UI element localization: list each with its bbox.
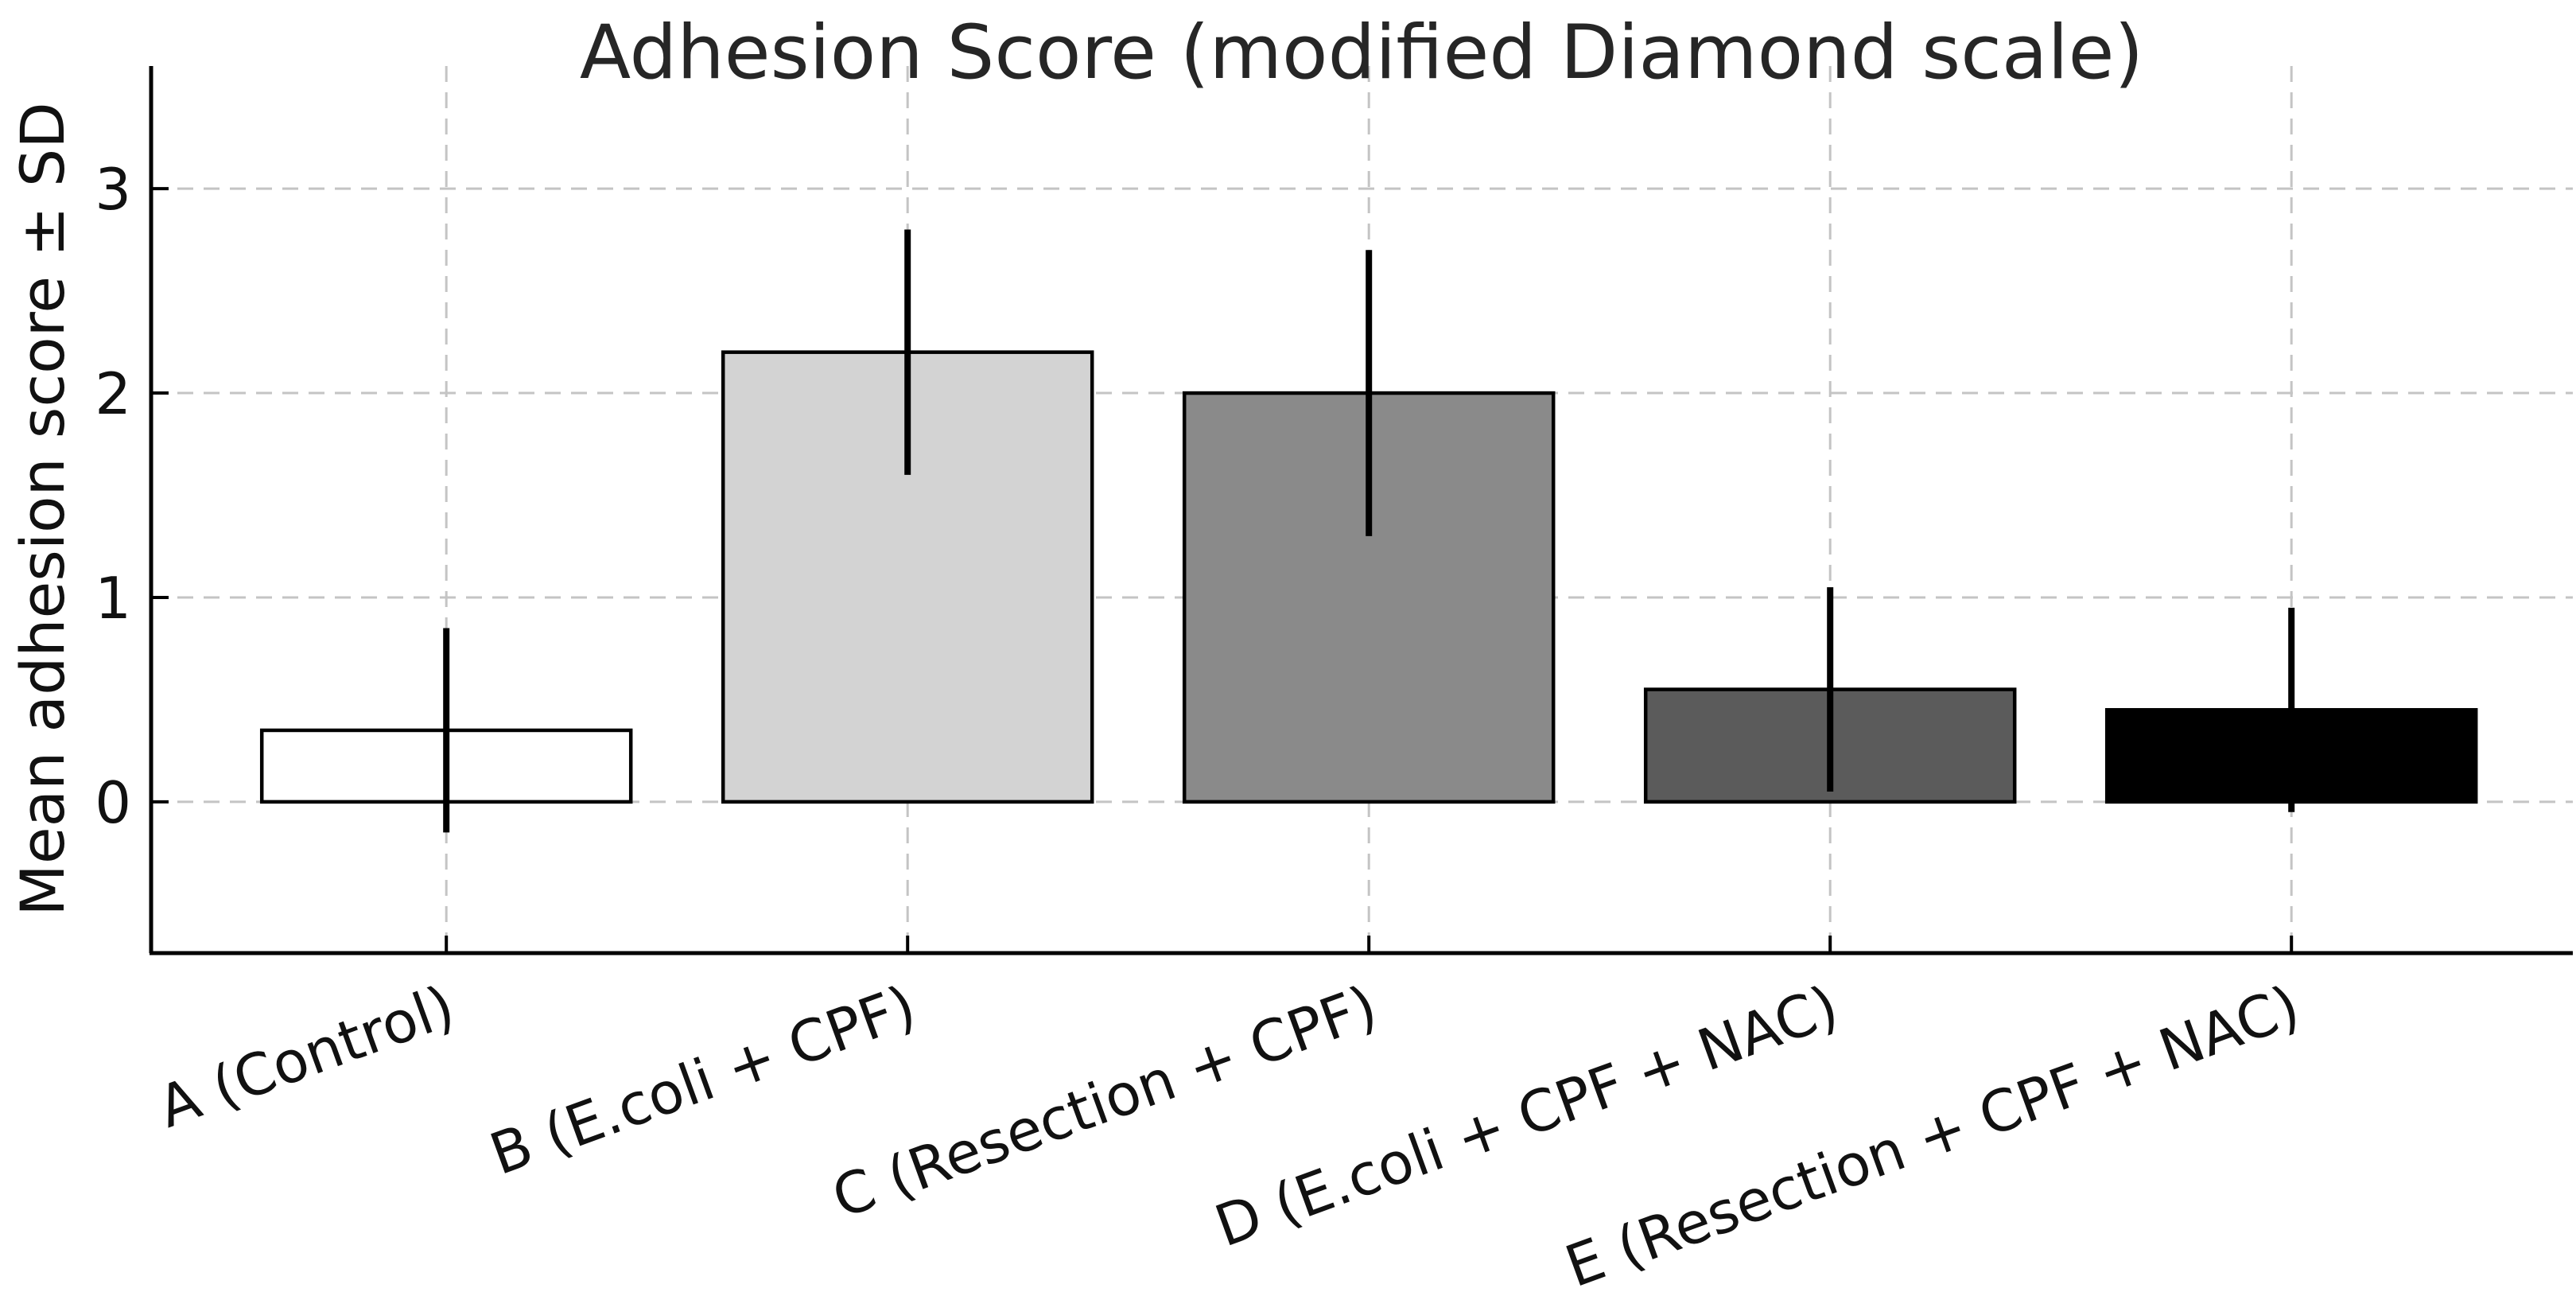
axes xyxy=(149,66,2573,955)
x-tick-label: E (Resection + CPF + NAC) xyxy=(1557,972,2308,1289)
y-tick-label: 2 xyxy=(95,360,131,427)
error-bars xyxy=(443,229,2295,833)
y-tick-label: 0 xyxy=(95,769,131,836)
y-axis-label: Mean adhesion score ± SD xyxy=(7,102,78,916)
chart-title: Adhesion Score (modified Diamond scale) xyxy=(580,10,2143,96)
y-tick-label: 1 xyxy=(95,565,131,632)
y-tick-label: 3 xyxy=(95,156,131,223)
x-tick-label: A (Control) xyxy=(150,972,463,1141)
